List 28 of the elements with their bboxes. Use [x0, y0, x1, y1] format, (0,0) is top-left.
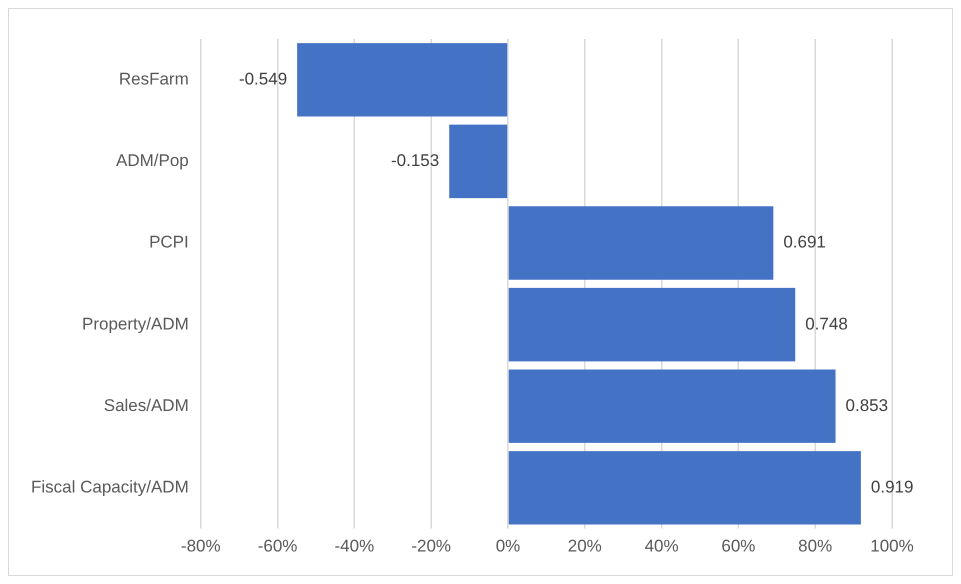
bar — [297, 43, 508, 117]
bar — [449, 124, 508, 198]
x-tick-label: 60% — [721, 536, 756, 556]
y-tick-label: ADM/Pop — [116, 151, 189, 170]
x-tick-label: 40% — [644, 536, 679, 556]
y-tick-label: Property/ADM — [82, 314, 189, 334]
y-tick-label: Sales/ADM — [104, 396, 189, 415]
bar — [508, 451, 861, 525]
x-tick-label: 0% — [496, 536, 520, 556]
data-label: 0.691 — [783, 232, 826, 252]
x-tick-label: 80% — [798, 536, 832, 556]
y-tick-label: ResFarm — [118, 69, 189, 88]
x-tick-label: -20% — [411, 536, 452, 556]
bar — [508, 206, 774, 280]
y-tick-label: PCPI — [149, 232, 189, 252]
bar — [508, 288, 796, 362]
bar — [508, 369, 836, 443]
data-label: 0.919 — [870, 477, 914, 496]
data-label: -0.153 — [391, 151, 440, 170]
data-label: 0.853 — [846, 396, 888, 415]
y-tick-label: Fiscal Capacity/ADM — [30, 477, 189, 496]
x-tick-label: -40% — [334, 536, 374, 556]
x-tick-label: -80% — [180, 536, 221, 556]
x-tick-label: -60% — [258, 536, 298, 556]
data-label: 0.748 — [805, 314, 848, 334]
data-label: -0.549 — [238, 69, 288, 88]
x-tick-label: 20% — [568, 536, 602, 556]
x-tick-label: 100% — [870, 536, 914, 556]
